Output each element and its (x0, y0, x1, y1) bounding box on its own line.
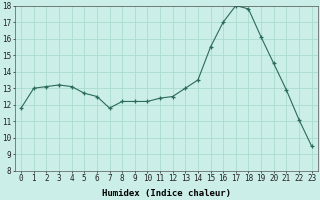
X-axis label: Humidex (Indice chaleur): Humidex (Indice chaleur) (102, 189, 231, 198)
